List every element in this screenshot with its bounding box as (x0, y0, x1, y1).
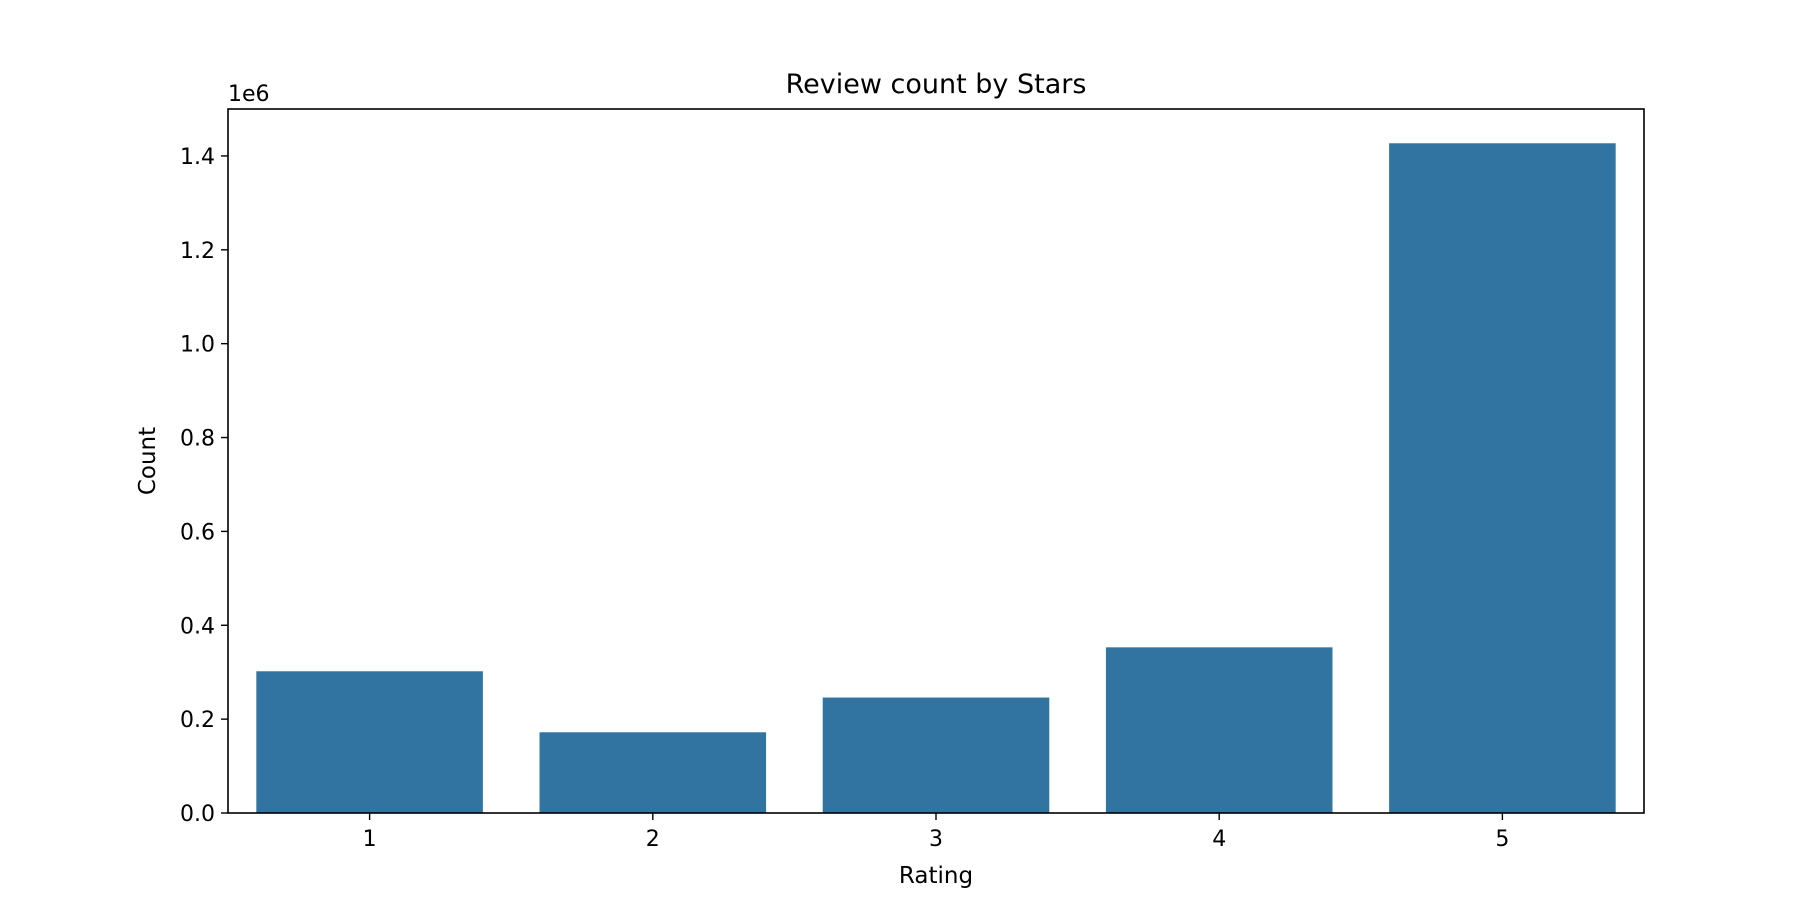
bar-rating-2 (539, 732, 767, 813)
y-axis-offset-label: 1e6 (228, 82, 270, 107)
y-axis-label: Count (135, 427, 161, 495)
y-tick-label: 0.0 (180, 802, 215, 827)
plot-frame (227, 108, 1645, 814)
bar-rating-1 (256, 671, 483, 813)
y-tick-label: 1.4 (180, 145, 215, 170)
bars-layer (256, 143, 1616, 813)
x-tick-label: 5 (1495, 827, 1509, 852)
x-tick-label: 3 (929, 827, 943, 852)
x-tick-label: 1 (363, 827, 377, 852)
y-tick-label: 0.8 (180, 427, 215, 452)
ticks-layer: 1 2 3 4 5 0.0 0.2 0.4 0.6 0.8 1.0 1.2 1.4 (180, 145, 1509, 852)
y-tick-label: 0.2 (180, 708, 215, 733)
x-tick-label: 4 (1212, 827, 1226, 852)
y-tick-label: 0.4 (180, 614, 215, 639)
x-axis-label: Rating (899, 863, 973, 889)
bar-rating-4 (1105, 647, 1333, 813)
x-tick-label: 2 (646, 827, 660, 852)
bar-rating-5 (1389, 143, 1616, 813)
y-tick-label: 1.2 (180, 239, 215, 264)
bar-rating-3 (822, 697, 1050, 813)
y-tick-label: 0.6 (180, 520, 215, 545)
chart-title: Review count by Stars (786, 69, 1087, 100)
y-tick-label: 1.0 (180, 333, 215, 358)
